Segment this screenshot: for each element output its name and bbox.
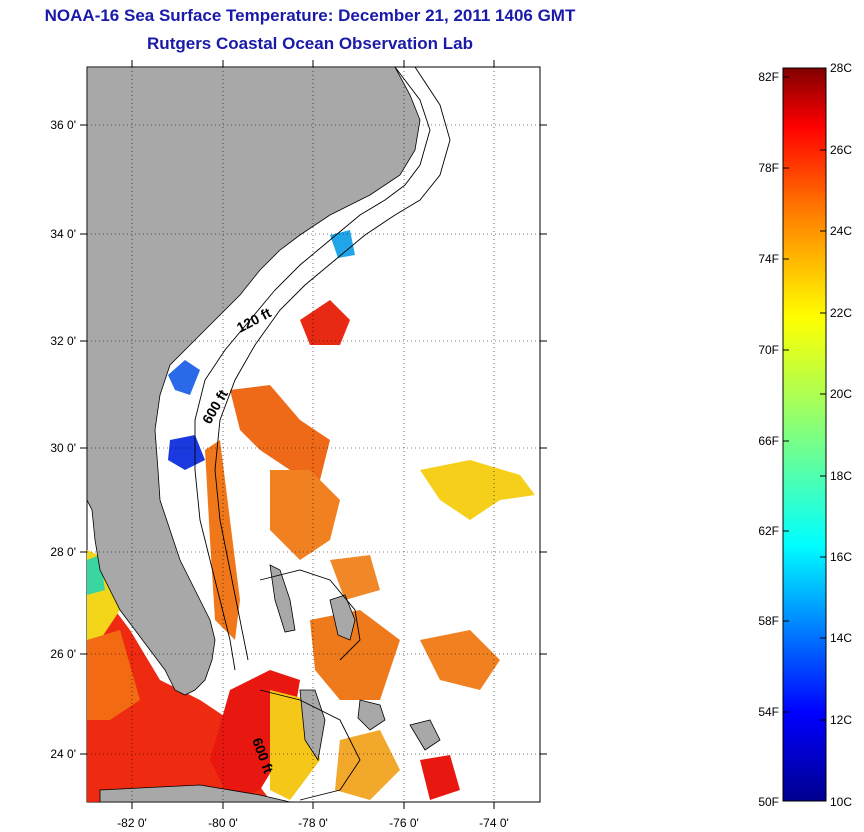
lat-label: 34 0' [50, 227, 76, 241]
lat-label: 24 0' [50, 747, 76, 761]
lat-label: 26 0' [50, 647, 76, 661]
sst-patch-ocean-5 [420, 630, 500, 690]
sst-patch-cold-3 [330, 230, 355, 258]
sst-patch-ocean-2 [270, 470, 340, 560]
sst-patch-cold-2 [168, 360, 200, 395]
colorbar-c-label: 10C [830, 795, 852, 809]
colorbar-f-label: 50F [758, 795, 779, 809]
lon-label: -82 0' [117, 816, 147, 830]
sst-patch-gulfstream [205, 440, 240, 640]
colorbar-f-label: 70F [758, 343, 779, 357]
lon-label: -78 0' [298, 816, 328, 830]
axis-ticks [80, 60, 547, 809]
sst-patch-ocean-8 [420, 755, 460, 800]
colorbar-ticks [783, 67, 826, 721]
us-mainland [87, 67, 421, 696]
colorbar-f-label: 82F [758, 70, 779, 84]
contour-bahamas [259, 569, 361, 661]
colorbar-f-label: 58F [758, 614, 779, 628]
lat-label: 36 0' [50, 118, 76, 132]
sst-patch-ocean-6 [330, 555, 380, 600]
sst-patch-ocean-yellow [420, 460, 535, 520]
sst-patches [87, 230, 535, 802]
contour-600ft [214, 67, 451, 661]
colorbar-c-label: 26C [830, 143, 852, 157]
sst-patch-cold-1 [168, 435, 205, 470]
lat-label: 28 0' [50, 545, 76, 559]
bahamas-eleuthera [357, 699, 386, 731]
sst-patch-ocean-4 [310, 610, 400, 700]
lat-labels: 36 0' 34 0' 32 0' 30 0' 28 0' 26 0' 24 0… [50, 118, 76, 761]
colorbar-c-label: 14C [830, 631, 852, 645]
colorbar-c-label: 20C [830, 387, 852, 401]
colorbar: 82F 78F 74F 70F 66F 62F 58F 54F 50F 28C … [758, 61, 852, 809]
sst-patch-ocean-1 [230, 385, 330, 480]
lon-label: -80 0' [208, 816, 238, 830]
colorbar-c-label: 18C [830, 469, 852, 483]
colorbar-c-label: 28C [830, 61, 852, 75]
sst-patch-ocean-7 [335, 730, 400, 800]
bathymetry-contours [194, 67, 451, 801]
bahamas-cat [409, 719, 441, 751]
colorbar-c-label: 22C [830, 306, 852, 320]
land [87, 67, 441, 802]
contour-120ft [194, 67, 431, 671]
bahamas-andros [299, 689, 326, 762]
lat-label: 32 0' [50, 334, 76, 348]
colorbar-c-labels: 28C 26C 24C 22C 20C 18C 16C 14C 12C 10C [830, 61, 852, 809]
colorbar-f-label: 74F [758, 252, 779, 266]
sst-patch-gulf-orange [87, 630, 140, 720]
bahamas-abaco [329, 594, 356, 641]
colorbar-c-label: 16C [830, 550, 852, 564]
colorbar-c-label: 24C [830, 224, 852, 238]
graticule [87, 67, 540, 802]
colorbar-f-label: 78F [758, 161, 779, 175]
cuba [99, 784, 291, 802]
colorbar-gradient [782, 67, 827, 802]
map-subtitle: Rutgers Coastal Ocean Observation Lab [147, 34, 473, 53]
bahamas-grand [269, 564, 296, 633]
colorbar-f-labels: 82F 78F 74F 70F 66F 62F 58F 54F 50F [758, 70, 779, 809]
lon-label: -76 0' [389, 816, 419, 830]
lon-label: -74 0' [479, 816, 509, 830]
map-title: NOAA-16 Sea Surface Temperature: Decembe… [44, 6, 576, 25]
lon-labels: -82 0' -80 0' -78 0' -76 0' -74 0' [117, 816, 509, 830]
colorbar-f-label: 54F [758, 705, 779, 719]
sst-patch-ocean-3 [300, 300, 350, 345]
contour-south [259, 689, 361, 801]
colorbar-c-label: 12C [830, 713, 852, 727]
lat-label: 30 0' [50, 441, 76, 455]
map-content: 120 ft 600 ft 600 ft [87, 67, 540, 802]
colorbar-f-label: 66F [758, 434, 779, 448]
colorbar-f-label: 62F [758, 524, 779, 538]
